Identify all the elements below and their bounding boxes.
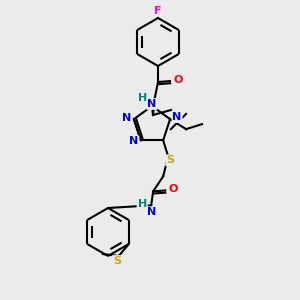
Text: O: O xyxy=(173,75,183,85)
Text: N: N xyxy=(146,207,156,218)
Text: N: N xyxy=(122,113,132,123)
Text: O: O xyxy=(169,184,178,194)
Text: N: N xyxy=(172,112,182,122)
Text: N: N xyxy=(147,99,157,109)
Text: H: H xyxy=(138,93,148,103)
Text: S: S xyxy=(113,256,121,266)
Text: S: S xyxy=(166,155,174,165)
Text: N: N xyxy=(129,136,139,146)
Text: H: H xyxy=(137,200,147,209)
Text: F: F xyxy=(154,6,162,16)
